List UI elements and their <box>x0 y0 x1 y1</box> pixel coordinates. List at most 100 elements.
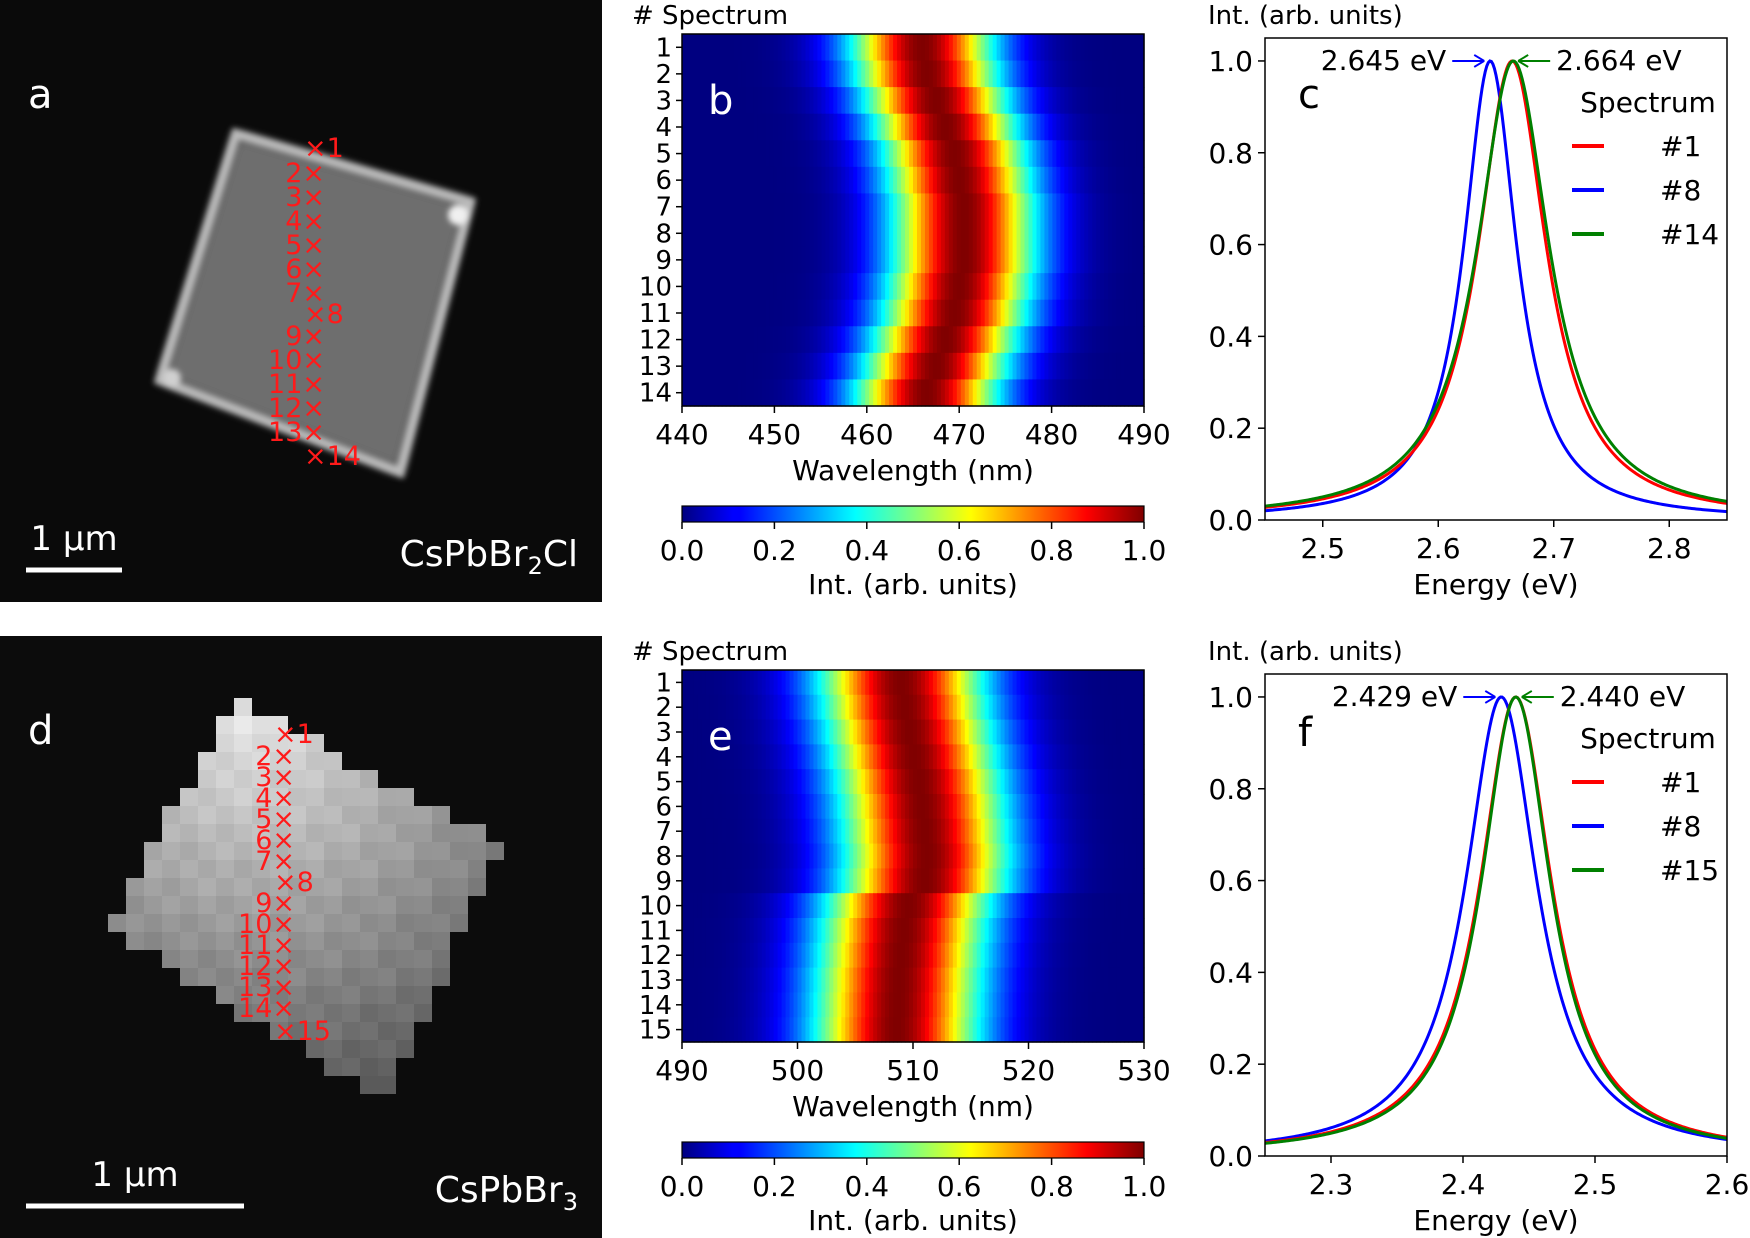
heatmap-cell <box>980 893 986 919</box>
heatmap-cell <box>873 140 878 168</box>
heatmap-cell <box>1060 967 1065 993</box>
heatmap-cell <box>1072 113 1077 141</box>
heatmap-cell <box>845 670 850 696</box>
panel-a-crystal <box>160 134 470 472</box>
heatmap-cell <box>801 34 807 62</box>
heatmap-cell <box>741 193 747 221</box>
heatmap-cell <box>1072 379 1077 407</box>
heatmap-cell <box>1132 992 1137 1018</box>
heatmap-cell <box>1136 326 1141 354</box>
heatmap-cell <box>841 326 846 354</box>
heatmap-cell <box>1072 918 1077 944</box>
heatmap-cell <box>761 893 767 919</box>
heatmap-cell <box>773 34 779 62</box>
heatmap-cell <box>1112 967 1117 993</box>
heatmap-cell <box>1024 843 1030 869</box>
heatmap-cell <box>944 794 950 820</box>
heatmap-cell <box>916 140 922 168</box>
heatmap-cell <box>825 140 830 168</box>
heatmap-cell <box>761 379 767 407</box>
heatmap-cell <box>1072 326 1077 354</box>
heatmap-cell <box>901 140 906 168</box>
heatmap-cell <box>920 670 926 696</box>
heatmap-cell <box>1032 843 1038 869</box>
heatmap-cell <box>1060 918 1065 944</box>
y-tick-label: 0.0 <box>1208 1140 1253 1173</box>
heatmap-cell <box>1016 769 1022 795</box>
image-pixel <box>342 1004 360 1022</box>
heatmap-cell <box>964 694 970 721</box>
heatmap-cell <box>729 34 735 62</box>
heatmap-cell <box>913 87 918 115</box>
heatmap-cell <box>789 140 795 168</box>
heatmap-cell <box>693 166 699 195</box>
heatmap-cell <box>885 220 890 248</box>
heatmap-cell <box>889 818 894 845</box>
heatmap-cell <box>976 140 982 168</box>
heatmap-cell <box>845 352 850 381</box>
heatmap-cell <box>749 967 755 993</box>
heatmap-cell <box>769 818 775 845</box>
heatmap-cell <box>813 818 819 845</box>
heatmap-cell <box>861 843 866 869</box>
heatmap-cell <box>1116 87 1121 115</box>
heatmap-cell <box>905 670 910 696</box>
heatmap-cell <box>1088 942 1093 969</box>
heatmap-cell <box>988 193 994 221</box>
heatmap-cell <box>924 246 930 274</box>
heatmap-cell <box>1004 744 1010 770</box>
heatmap-cell <box>725 744 731 770</box>
heatmap-cell <box>1108 868 1113 894</box>
heatmap-cell <box>1068 967 1073 993</box>
image-pixel <box>180 842 198 860</box>
heatmap-cell <box>741 140 747 168</box>
row-label: 2 <box>655 693 672 723</box>
heatmap-cell <box>697 670 703 696</box>
row-label: 6 <box>655 792 672 822</box>
heatmap-cell <box>1048 140 1053 168</box>
image-pixel <box>270 824 288 842</box>
heatmap-cell <box>781 794 787 820</box>
row-label: 14 <box>639 991 672 1021</box>
heatmap-cell <box>1080 868 1085 894</box>
heatmap-cell <box>1076 379 1081 407</box>
heatmap-cell <box>1116 818 1121 845</box>
image-pixel <box>270 986 288 1004</box>
heatmap-cell <box>705 893 711 919</box>
heatmap-cell <box>972 193 978 221</box>
image-pixel <box>270 860 288 878</box>
heatmap-cell <box>936 843 942 869</box>
heatmap-cell <box>992 967 998 993</box>
heatmap-cell <box>1132 942 1137 969</box>
heatmap-cell <box>1100 166 1105 195</box>
heatmap-cell <box>881 326 886 354</box>
heatmap-cell <box>765 918 771 944</box>
heatmap-cell <box>1124 942 1129 969</box>
heatmap-cell <box>701 719 707 745</box>
heatmap-cell <box>1136 843 1141 869</box>
heatmap-cell <box>701 1017 707 1043</box>
heatmap-cell <box>889 794 894 820</box>
heatmap-cell <box>757 140 763 168</box>
heatmap-cell <box>809 719 815 745</box>
image-pixel <box>432 806 450 824</box>
heatmap-cell <box>797 843 803 869</box>
image-pixel <box>252 716 270 734</box>
heatmap-cell <box>721 918 727 944</box>
heatmap-cell <box>1056 992 1061 1018</box>
heatmap-cell <box>1124 246 1129 274</box>
heatmap-cell <box>841 1017 846 1043</box>
heatmap-cell <box>741 246 747 274</box>
image-pixel <box>234 770 252 788</box>
heatmap-cell <box>753 166 759 195</box>
heatmap-cell <box>1020 166 1026 195</box>
heatmap-cell <box>1136 193 1141 221</box>
heatmap-cell <box>737 34 743 62</box>
heatmap-cell <box>1140 918 1145 944</box>
heatmap-cell <box>976 843 982 869</box>
heatmap-cell <box>948 193 954 221</box>
heatmap-cell <box>893 299 898 327</box>
heatmap-cell <box>682 794 687 820</box>
image-pixel <box>270 878 288 896</box>
heatmap-cell <box>861 694 866 721</box>
